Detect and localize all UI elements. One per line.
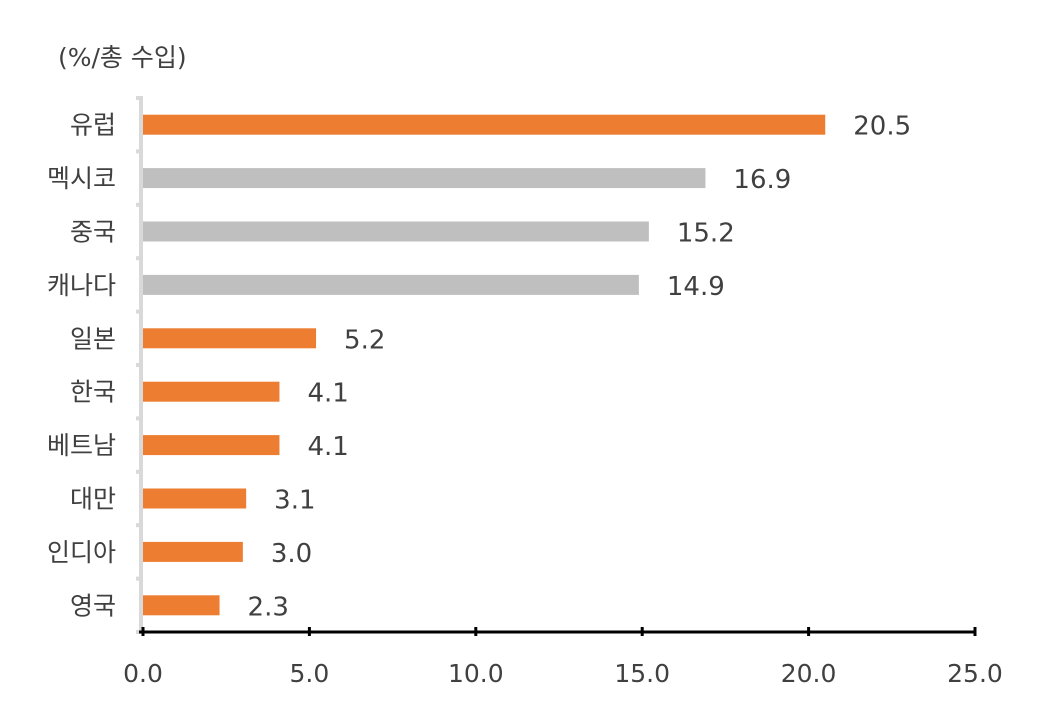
bar-9 [143,595,220,616]
value-label: 3.1 [274,486,315,516]
category-label: 대만 [70,485,116,514]
category-label: 캐나다 [47,271,116,300]
value-label: 5.2 [344,325,385,355]
x-tick-label: 0.0 [123,659,163,688]
value-label: 3.0 [271,539,312,569]
unit-label: (%/총 수입) [58,43,187,72]
value-label: 2.3 [248,592,289,622]
bar-0 [143,114,826,135]
x-tick-label: 5.0 [290,659,330,688]
x-tick-label: 15.0 [614,659,670,688]
category-label: 영국 [70,591,116,620]
bar-1 [143,168,706,189]
bar-8 [143,541,243,562]
value-label: 14.9 [667,272,725,302]
bar-4 [143,328,317,349]
category-label: 중국 [70,218,116,247]
bar-6 [143,435,280,456]
value-label: 15.2 [677,219,735,249]
category-label: 유럽 [70,111,116,140]
category-label: 일본 [70,324,116,353]
value-label: 4.1 [307,379,348,409]
category-label: 한국 [70,378,116,407]
category-label: 인디아 [47,538,116,567]
x-tick-label: 25.0 [947,659,1003,688]
category-label: 멕시코 [47,164,116,193]
x-tick-label: 20.0 [781,659,837,688]
value-label: 16.9 [733,165,791,195]
value-label: 20.5 [853,112,911,142]
bar-5 [143,381,280,402]
bar-7 [143,488,247,509]
category-label: 베트남 [47,431,116,460]
bar-2 [143,221,649,242]
x-tick-label: 10.0 [448,659,504,688]
value-label: 4.1 [307,432,348,462]
bar-3 [143,274,639,295]
